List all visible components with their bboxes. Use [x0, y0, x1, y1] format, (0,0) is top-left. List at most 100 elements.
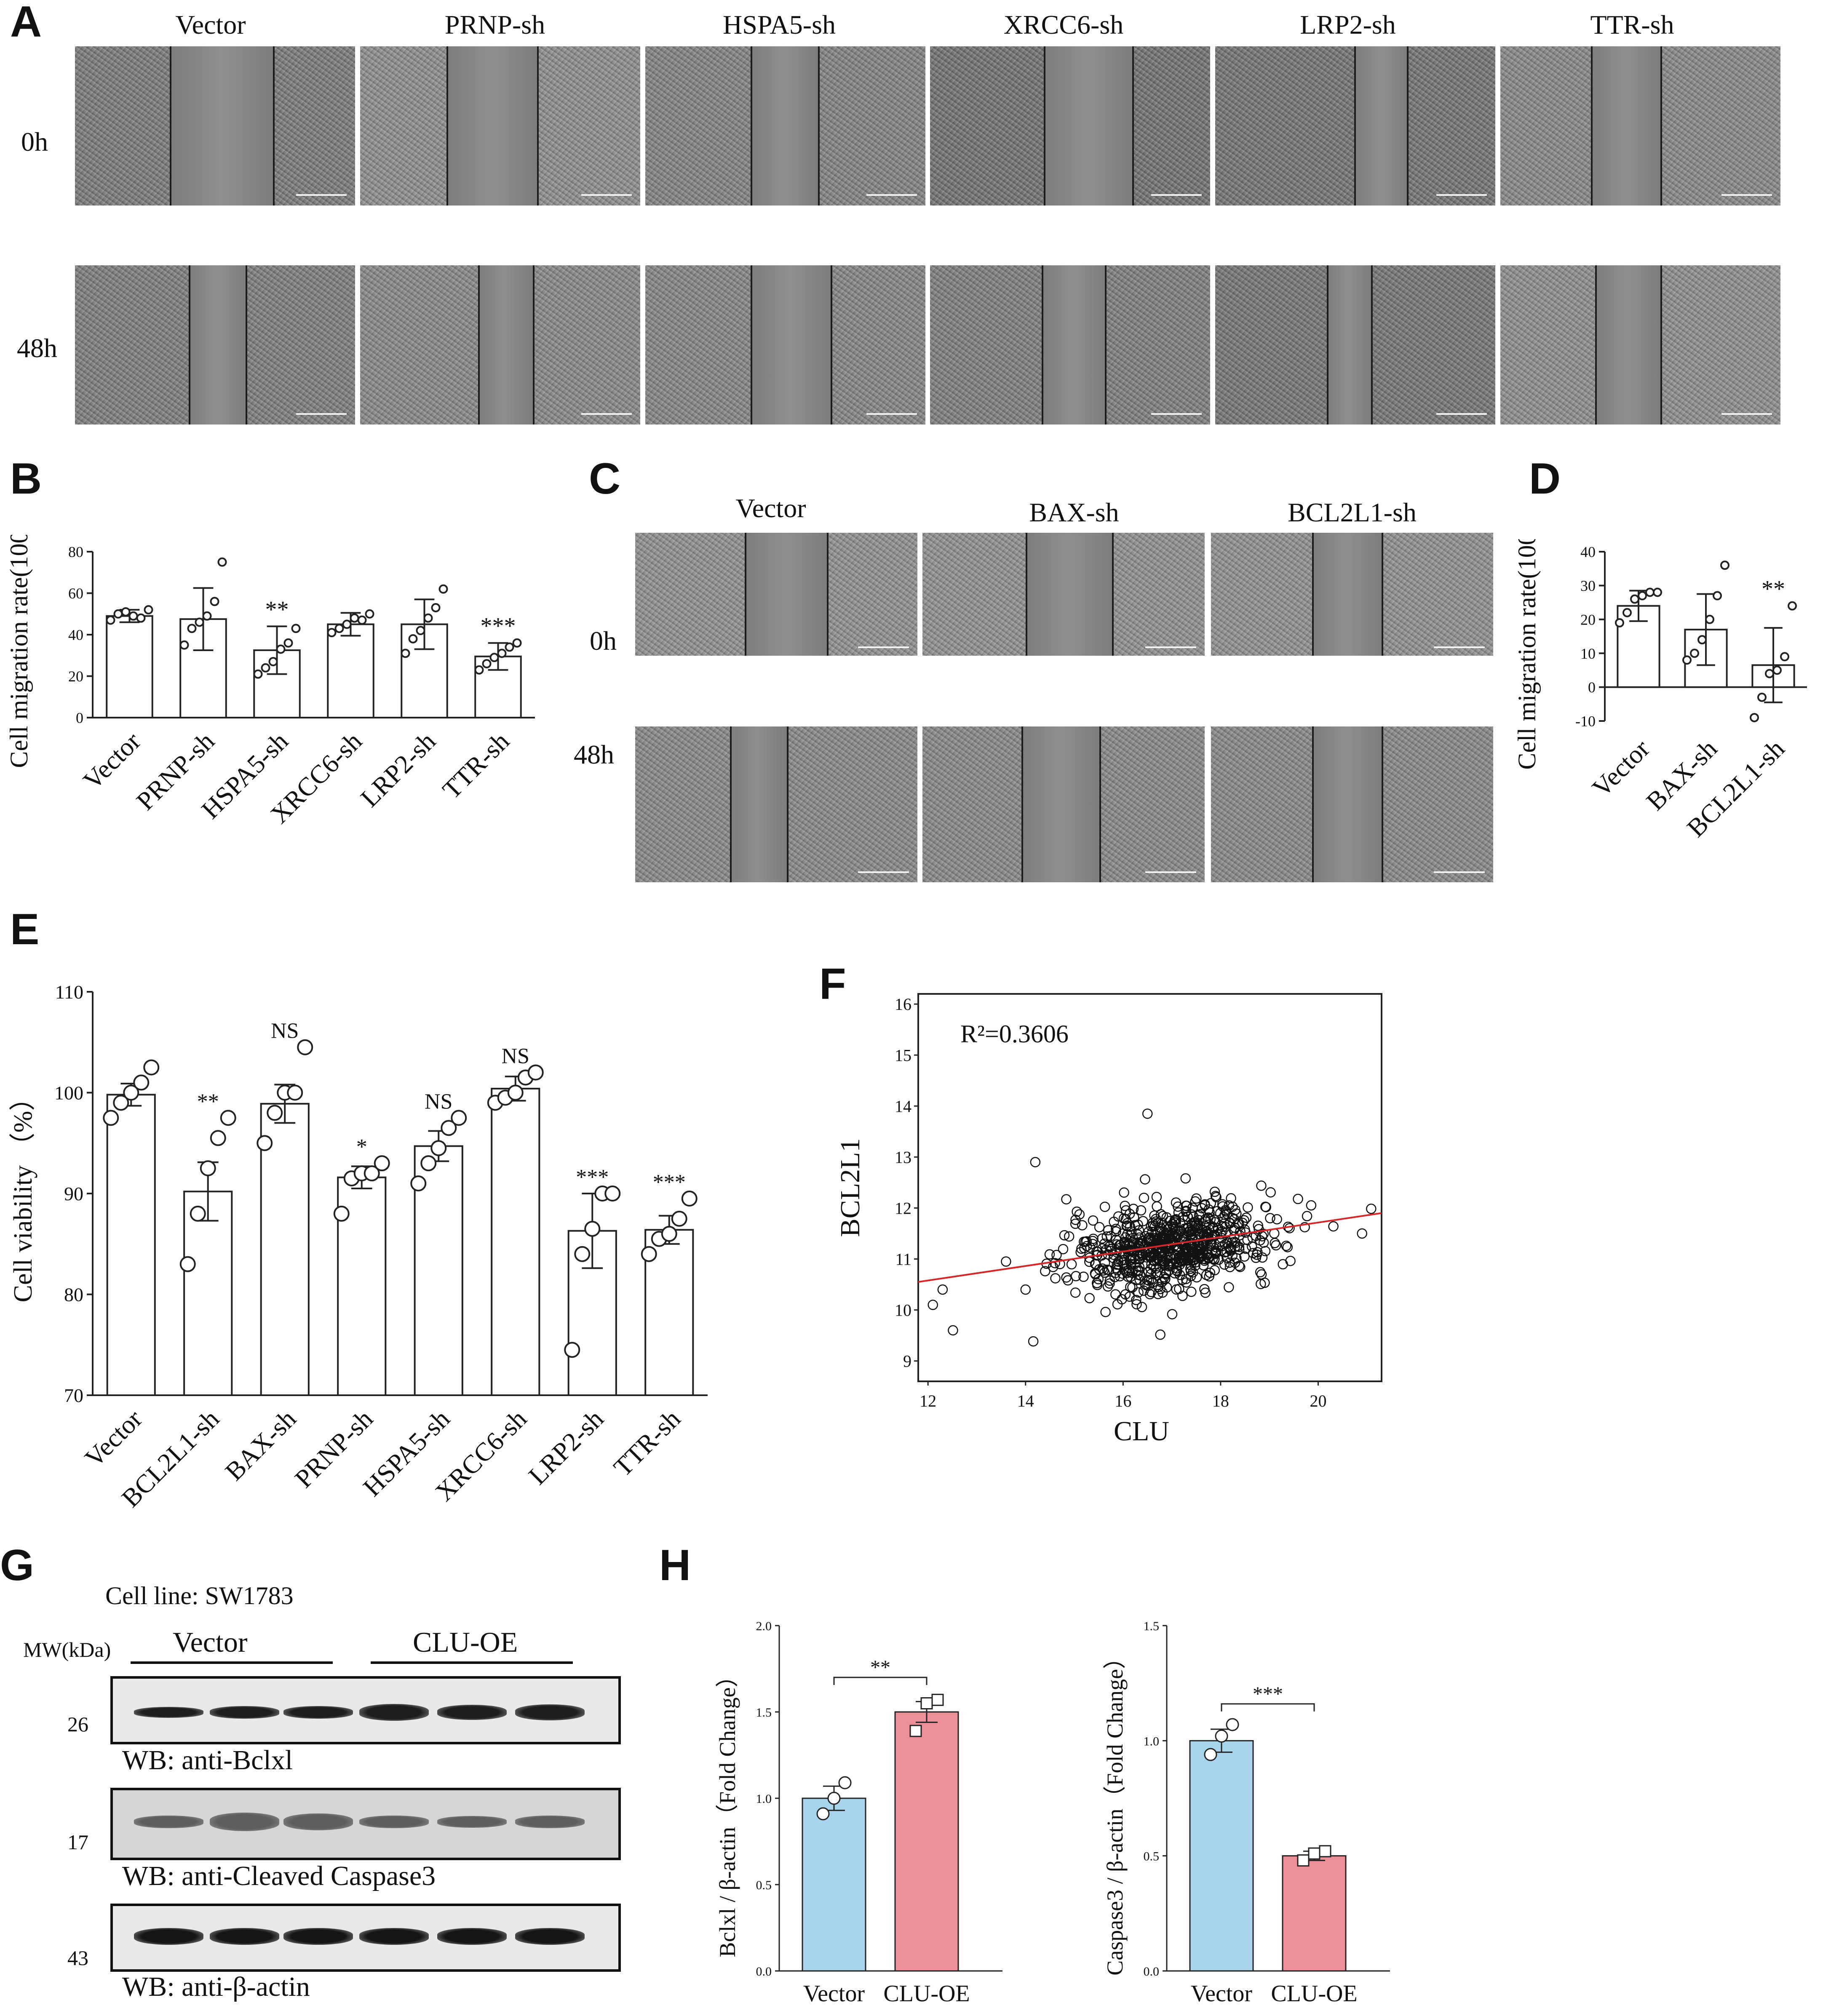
data-point: [1226, 1718, 1239, 1731]
scatter-point: [1061, 1194, 1072, 1204]
wound-edge-right: [1112, 533, 1114, 656]
data-point: [210, 1130, 226, 1146]
scatter-point: [1191, 1193, 1202, 1204]
x-tick-label: 14: [1017, 1391, 1034, 1410]
y-tick-label: 60: [68, 585, 83, 602]
blot-band: [359, 1704, 429, 1721]
blot-band: [134, 1928, 203, 1945]
scatter-point: [1104, 1241, 1115, 1252]
scatter-point: [1101, 1231, 1112, 1242]
significance-label: ***: [576, 1165, 609, 1189]
scatter-point: [1094, 1222, 1105, 1233]
scratch-gap: [1595, 265, 1660, 425]
scatter-point: [1150, 1229, 1160, 1240]
panel-label-a: A: [10, 0, 42, 46]
micrograph-48h-HSPA5-sh: [645, 265, 925, 425]
scatter-point: [1125, 1230, 1136, 1240]
data-point: [287, 1084, 303, 1101]
scatter-point: [1246, 1241, 1257, 1252]
panel-label-g: G: [0, 1541, 34, 1590]
x-tick-label: Vector: [80, 1405, 148, 1473]
scatter-point: [1181, 1200, 1191, 1211]
r-squared-annotation: R²=0.3606: [960, 1020, 1069, 1048]
data-point: [364, 1165, 380, 1182]
x-tick-label: 18: [1212, 1391, 1229, 1410]
data-point: [408, 634, 418, 644]
wound-edge-right: [537, 46, 539, 206]
scale-bar: [1721, 194, 1772, 196]
scatter-point: [1178, 1254, 1189, 1265]
bar-BAX-sh: [260, 1103, 310, 1397]
scatter-point: [1197, 1203, 1207, 1214]
data-point: [261, 663, 270, 673]
scatter-point: [1157, 1211, 1168, 1221]
scatter-point: [1181, 1243, 1191, 1254]
x-tick-label: 16: [1115, 1391, 1131, 1410]
c-micrograph-0h-BAX-sh: [922, 533, 1205, 656]
bar-CLU-OE: [894, 1711, 959, 1972]
scatter-point: [1240, 1243, 1251, 1254]
scatter-point: [1209, 1186, 1220, 1197]
scratch-gap: [751, 46, 818, 206]
scatter-point: [1282, 1242, 1293, 1252]
scatter-point: [1088, 1215, 1099, 1226]
blot-caspase3: [110, 1788, 621, 1860]
data-point: [920, 1697, 933, 1709]
blot-band: [359, 1816, 429, 1828]
data-point: [1645, 587, 1655, 597]
scale-bar: [1434, 646, 1485, 648]
data-point: [133, 1074, 150, 1091]
blot-band: [210, 1706, 279, 1719]
data-point: [1615, 618, 1624, 627]
scatter-point: [1200, 1216, 1211, 1227]
bar-BCL2L1-sh: [183, 1191, 233, 1397]
scatter-point: [1070, 1215, 1081, 1225]
scatter-point: [1224, 1282, 1234, 1292]
scatter-point: [1099, 1202, 1110, 1212]
scatter-point: [1055, 1259, 1065, 1269]
scatter-point: [1256, 1180, 1267, 1191]
scatter-point: [1112, 1299, 1123, 1310]
scatter-point: [1243, 1202, 1253, 1213]
scatter-point: [1201, 1270, 1212, 1280]
wound-edge-left: [1595, 265, 1597, 425]
scatter-point: [1081, 1241, 1092, 1252]
blot-band: [283, 1928, 353, 1945]
data-point: [1630, 594, 1639, 604]
scatter-point: [1146, 1234, 1156, 1244]
wound-edge-right: [818, 46, 820, 206]
scatter-point: [1299, 1222, 1310, 1233]
y-tick-label: 0.5: [756, 1878, 772, 1892]
scratch-gap: [1591, 46, 1660, 206]
c-micrograph-48h-BCL2L1-sh: [1211, 726, 1493, 882]
cell-layer-left: [1211, 533, 1312, 656]
scatter-point: [928, 1300, 938, 1310]
scatter-point: [1070, 1287, 1081, 1298]
scatter-point: [1132, 1269, 1143, 1280]
scatter-point: [1078, 1271, 1089, 1282]
scatter-point: [1136, 1205, 1147, 1216]
y-tick-label: 15: [895, 1046, 912, 1065]
wound-edge-left: [478, 265, 480, 425]
wound-edge-left: [170, 46, 171, 206]
scatter-point: [1173, 1201, 1183, 1212]
data-point: [217, 557, 227, 567]
significance-label: NS: [425, 1089, 452, 1113]
cell-line-label: Cell line: SW1783: [105, 1582, 294, 1610]
panel-label-d: D: [1529, 454, 1561, 503]
y-tick-label: 9: [903, 1352, 912, 1371]
scatter-point: [1187, 1267, 1198, 1278]
scratch-gap: [446, 46, 537, 206]
c-micrograph-0h-Vector: [635, 533, 917, 656]
panel-label-h: H: [659, 1541, 691, 1590]
panel-label-f: F: [819, 960, 846, 1009]
scatter-point: [1198, 1249, 1208, 1259]
cell-layer-right: [1132, 46, 1210, 206]
scatter-point: [1146, 1287, 1157, 1298]
x-tick-label: TTR-sh: [437, 727, 515, 804]
scatter-point: [1133, 1219, 1143, 1230]
cell-layer-right: [787, 726, 917, 882]
scatter-point: [1271, 1240, 1281, 1251]
y-tick-label: 16: [895, 995, 912, 1014]
